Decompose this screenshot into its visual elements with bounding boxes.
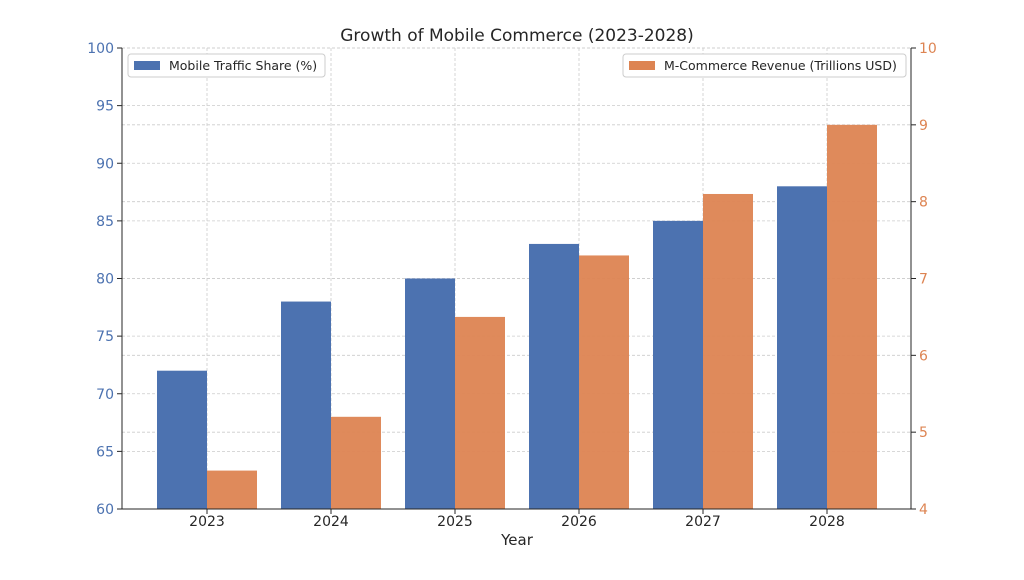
legend-swatch-traffic bbox=[134, 61, 160, 70]
chart-title: Growth of Mobile Commerce (2023-2028) bbox=[340, 26, 694, 46]
y-tick-label-right: 9 bbox=[919, 118, 928, 134]
x-tick-label: 2028 bbox=[809, 514, 845, 530]
legend-label-revenue: M-Commerce Revenue (Trillions USD) bbox=[664, 58, 897, 73]
bar-revenue-2023 bbox=[207, 470, 257, 509]
axes: 2023 2024 2025 2026 2027 20286065707580859095… bbox=[87, 41, 937, 530]
y-tick-label-right: 5 bbox=[919, 425, 928, 441]
y-tick-label-left: 65 bbox=[96, 444, 114, 460]
legend-left: Mobile Traffic Share (%) bbox=[127, 53, 326, 78]
bar-traffic-2028 bbox=[777, 186, 827, 510]
x-tick-label: 2026 bbox=[561, 514, 597, 530]
bar-traffic-2023 bbox=[157, 370, 207, 509]
y-tick-label-right: 4 bbox=[919, 502, 928, 518]
bars bbox=[157, 124, 877, 510]
y-tick-label-right: 6 bbox=[919, 348, 928, 364]
y-tick-label-left: 85 bbox=[96, 214, 114, 230]
legend-swatch-revenue bbox=[629, 61, 655, 70]
bar-traffic-2024 bbox=[281, 301, 331, 509]
y-tick-label-left: 80 bbox=[96, 272, 114, 288]
y-tick-label-left: 90 bbox=[96, 156, 114, 172]
y-tick-label-left: 100 bbox=[87, 41, 114, 57]
bar-traffic-2026 bbox=[529, 243, 579, 510]
bar-revenue-2025 bbox=[455, 316, 505, 509]
y-tick-label-left: 95 bbox=[96, 99, 114, 115]
x-tick-label: 2025 bbox=[437, 514, 473, 530]
x-tick-label: 2027 bbox=[685, 514, 721, 530]
bar-traffic-2025 bbox=[405, 278, 455, 509]
x-tick-label: 2023 bbox=[189, 514, 225, 530]
bar-traffic-2027 bbox=[653, 220, 703, 509]
y-tick-label-right: 10 bbox=[919, 41, 937, 57]
bar-revenue-2027 bbox=[703, 193, 753, 509]
bar-revenue-2024 bbox=[331, 416, 381, 509]
bar-revenue-2028 bbox=[827, 124, 877, 509]
y-tick-label-left: 60 bbox=[96, 502, 114, 518]
x-tick-label: 2024 bbox=[313, 514, 349, 530]
y-tick-label-left: 70 bbox=[96, 387, 114, 403]
bar-revenue-2026 bbox=[579, 255, 629, 509]
legend-right: M-Commerce Revenue (Trillions USD) bbox=[622, 53, 907, 78]
y-tick-label-right: 8 bbox=[919, 195, 928, 211]
y-tick-label-left: 75 bbox=[96, 329, 114, 345]
x-axis-label: Year bbox=[500, 531, 534, 549]
y-tick-label-right: 7 bbox=[919, 272, 928, 288]
legend-label-traffic: Mobile Traffic Share (%) bbox=[169, 58, 317, 73]
